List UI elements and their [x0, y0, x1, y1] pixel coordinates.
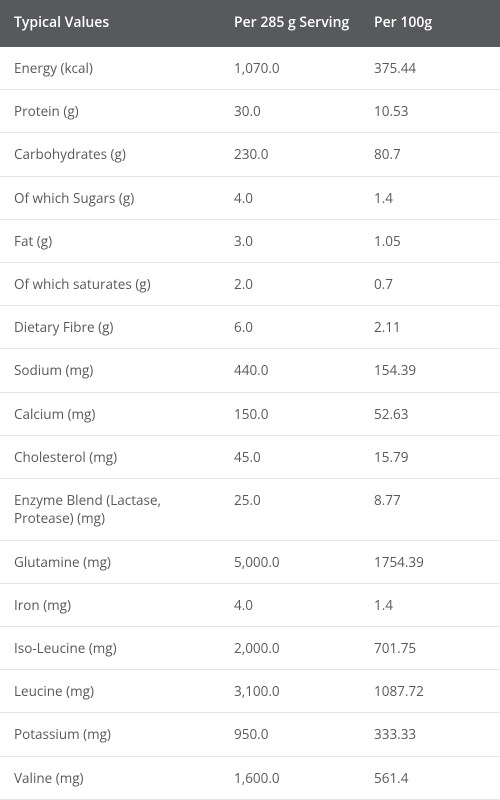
per-serving-value: 5,000.0 [220, 540, 360, 583]
table-row: Energy (kcal)1,070.0375.44 [0, 47, 500, 90]
table-row: Carbohydrates (g)230.080.7 [0, 133, 500, 176]
per-100g-value: 333.33 [360, 713, 500, 756]
per-serving-value: 1,070.0 [220, 47, 360, 90]
per-100g-value: 8.77 [360, 479, 500, 540]
nutrient-name: Of which saturates (g) [0, 262, 220, 305]
nutrient-name: Glutamine (mg) [0, 540, 220, 583]
per-100g-value: 80.7 [360, 133, 500, 176]
nutrient-name: Cholesterol (mg) [0, 435, 220, 478]
per-serving-value: 440.0 [220, 349, 360, 392]
col-header-per100g: Per 100g [360, 0, 500, 47]
per-serving-value: 1,600.0 [220, 756, 360, 799]
per-serving-value: 3,100.0 [220, 670, 360, 713]
table-row: Valine (mg)1,600.0561.4 [0, 756, 500, 799]
per-100g-value: 1754.39 [360, 540, 500, 583]
table-row: Of which saturates (g)2.00.7 [0, 262, 500, 305]
col-header-serving: Per 285 g Serving [220, 0, 360, 47]
per-100g-value: 15.79 [360, 435, 500, 478]
table-row: Fat (g)3.01.05 [0, 219, 500, 262]
table-row: Of which Sugars (g)4.01.4 [0, 176, 500, 219]
nutrient-name: Of which Sugars (g) [0, 176, 220, 219]
per-serving-value: 950.0 [220, 713, 360, 756]
per-serving-value: 45.0 [220, 435, 360, 478]
table-row: Potassium (mg)950.0333.33 [0, 713, 500, 756]
table-row: Calcium (mg)150.052.63 [0, 392, 500, 435]
per-serving-value: 4.0 [220, 176, 360, 219]
nutrient-name: Enzyme Blend (Lactase, Protease) (mg) [0, 479, 220, 540]
table-body: Energy (kcal)1,070.0375.44Protein (g)30.… [0, 47, 500, 799]
per-100g-value: 154.39 [360, 349, 500, 392]
nutrient-name: Energy (kcal) [0, 47, 220, 90]
per-serving-value: 3.0 [220, 219, 360, 262]
per-100g-value: 52.63 [360, 392, 500, 435]
per-serving-value: 2.0 [220, 262, 360, 305]
nutrient-name: Calcium (mg) [0, 392, 220, 435]
per-100g-value: 2.11 [360, 306, 500, 349]
table-row: Cholesterol (mg)45.015.79 [0, 435, 500, 478]
per-100g-value: 10.53 [360, 90, 500, 133]
table-row: Iso-Leucine (mg)2,000.0701.75 [0, 626, 500, 669]
nutrient-name: Fat (g) [0, 219, 220, 262]
per-100g-value: 0.7 [360, 262, 500, 305]
per-100g-value: 561.4 [360, 756, 500, 799]
col-header-name: Typical Values [0, 0, 220, 47]
nutrient-name: Valine (mg) [0, 756, 220, 799]
nutrient-name: Potassium (mg) [0, 713, 220, 756]
per-serving-value: 6.0 [220, 306, 360, 349]
nutrition-table: Typical Values Per 285 g Serving Per 100… [0, 0, 500, 800]
table-row: Enzyme Blend (Lactase, Protease) (mg)25.… [0, 479, 500, 540]
per-100g-value: 375.44 [360, 47, 500, 90]
nutrient-name: Iron (mg) [0, 583, 220, 626]
nutrient-name: Leucine (mg) [0, 670, 220, 713]
per-100g-value: 1.4 [360, 583, 500, 626]
per-serving-value: 2,000.0 [220, 626, 360, 669]
table-header: Typical Values Per 285 g Serving Per 100… [0, 0, 500, 47]
table-row: Dietary Fibre (g)6.02.11 [0, 306, 500, 349]
per-serving-value: 230.0 [220, 133, 360, 176]
per-100g-value: 1087.72 [360, 670, 500, 713]
nutrient-name: Dietary Fibre (g) [0, 306, 220, 349]
table-row: Glutamine (mg)5,000.01754.39 [0, 540, 500, 583]
nutrient-name: Iso-Leucine (mg) [0, 626, 220, 669]
table-row: Leucine (mg)3,100.01087.72 [0, 670, 500, 713]
nutrient-name: Carbohydrates (g) [0, 133, 220, 176]
nutrient-name: Sodium (mg) [0, 349, 220, 392]
table-row: Protein (g)30.010.53 [0, 90, 500, 133]
per-serving-value: 4.0 [220, 583, 360, 626]
per-100g-value: 1.05 [360, 219, 500, 262]
table-row: Sodium (mg)440.0154.39 [0, 349, 500, 392]
nutrient-name: Protein (g) [0, 90, 220, 133]
per-serving-value: 30.0 [220, 90, 360, 133]
per-100g-value: 701.75 [360, 626, 500, 669]
per-100g-value: 1.4 [360, 176, 500, 219]
per-serving-value: 150.0 [220, 392, 360, 435]
table-row: Iron (mg)4.01.4 [0, 583, 500, 626]
per-serving-value: 25.0 [220, 479, 360, 540]
